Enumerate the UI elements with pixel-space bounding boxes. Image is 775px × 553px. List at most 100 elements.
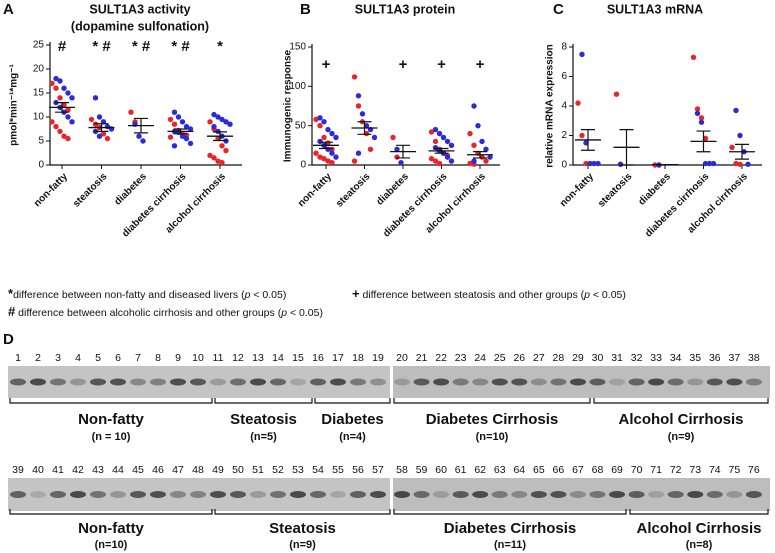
lane-number: 59	[416, 464, 428, 476]
lane-number: 56	[352, 464, 364, 476]
data-point	[737, 132, 743, 139]
blot-band	[628, 491, 645, 498]
lane-number: 35	[689, 352, 701, 364]
data-point	[432, 158, 439, 164]
data-point	[219, 116, 225, 123]
blot-band	[10, 491, 26, 498]
data-point	[706, 160, 713, 167]
lane-number: 18	[352, 352, 364, 364]
y-tick-label: 0	[300, 160, 306, 171]
blot-band	[569, 378, 586, 386]
data-point	[733, 160, 739, 167]
group-bracket	[393, 398, 591, 404]
blot-band	[190, 378, 206, 386]
lane-number: 29	[572, 352, 584, 364]
data-point	[317, 115, 323, 121]
data-point	[65, 90, 71, 96]
legend-text: < 0.05)	[287, 307, 323, 319]
blot-band	[452, 378, 469, 386]
lane-number: 53	[292, 464, 304, 476]
lane-number: 49	[212, 464, 224, 476]
data-point	[440, 134, 447, 141]
legend-text: difference between steatosis and other g…	[360, 289, 585, 301]
data-point	[171, 109, 178, 115]
blot-band	[589, 378, 606, 386]
lane-number: 38	[748, 352, 760, 364]
data-point	[710, 160, 717, 167]
lane-number: 44	[112, 464, 124, 476]
group-n: (n=4)	[339, 431, 366, 443]
blot-band	[491, 378, 508, 386]
data-point	[483, 158, 489, 164]
lane-number: 3	[55, 352, 61, 364]
legend-italic: p	[244, 289, 251, 301]
blot-band	[745, 491, 762, 498]
lane-number: 51	[252, 464, 264, 476]
data-point	[694, 106, 701, 112]
lane-number: 66	[553, 464, 565, 476]
blot-band	[330, 491, 346, 498]
data-point	[729, 144, 735, 150]
lane-number: 4	[75, 352, 81, 364]
blot-band	[648, 491, 665, 498]
lane-number: 20	[396, 352, 408, 364]
lane-number: 25	[494, 352, 506, 364]
data-point	[428, 129, 435, 135]
x-tick-label: diabetes	[375, 171, 412, 208]
blot-band	[190, 491, 206, 498]
blot-band	[250, 491, 266, 498]
y-axis-label: Immunogenic response	[283, 49, 294, 162]
y-tick-label: 2	[561, 130, 567, 141]
lane-number: 31	[611, 352, 623, 364]
lane-number: 16	[312, 352, 324, 364]
lane-number: 36	[709, 352, 721, 364]
lane-number: 64	[513, 464, 525, 476]
blot-band	[667, 491, 684, 498]
legend-symbol: #	[8, 304, 16, 319]
data-point	[207, 119, 213, 125]
data-point	[171, 143, 178, 149]
data-point	[227, 121, 233, 127]
data-point	[329, 159, 335, 166]
data-point	[65, 114, 71, 120]
blot-band	[70, 491, 86, 498]
data-point	[321, 156, 327, 162]
blot-band	[110, 491, 126, 498]
lane-number: 62	[474, 464, 486, 476]
lane-number: 28	[553, 352, 565, 364]
legend-italic: p	[583, 289, 590, 301]
data-point	[363, 122, 370, 129]
chart-title: SULT1A3 activity	[89, 2, 190, 16]
legend-entry: *difference between non-fatty and diseas…	[8, 286, 286, 301]
data-point	[219, 143, 225, 149]
blot-band	[413, 378, 430, 386]
data-point	[100, 131, 107, 137]
blot-band	[370, 378, 386, 386]
lane-number: 71	[650, 464, 662, 476]
data-point	[57, 128, 63, 135]
blot-band	[170, 491, 186, 498]
data-point	[211, 123, 217, 130]
data-point	[175, 114, 182, 120]
data-point	[444, 154, 451, 160]
data-point	[333, 154, 339, 160]
error-bar	[55, 102, 69, 113]
blot-band	[290, 491, 306, 498]
lane-number: 6	[115, 352, 121, 364]
data-point	[587, 160, 593, 167]
x-tick-label: diabetes cirrhosis	[643, 171, 712, 240]
blot-band	[648, 378, 665, 386]
y-tick-label: 25	[33, 40, 45, 51]
x-tick-label: diabetes	[113, 171, 150, 208]
x-tick-label: non-fatty	[32, 171, 70, 209]
data-point	[698, 115, 705, 121]
blot-band	[130, 378, 146, 386]
data-point	[394, 154, 400, 160]
legend-symbol: +	[352, 286, 360, 301]
y-tick-label: 50	[295, 120, 307, 131]
error-bar	[581, 129, 595, 151]
significance-mark: #	[58, 38, 67, 55]
lane-number: 26	[513, 352, 525, 364]
data-point	[321, 119, 327, 125]
blot-band	[30, 491, 46, 498]
